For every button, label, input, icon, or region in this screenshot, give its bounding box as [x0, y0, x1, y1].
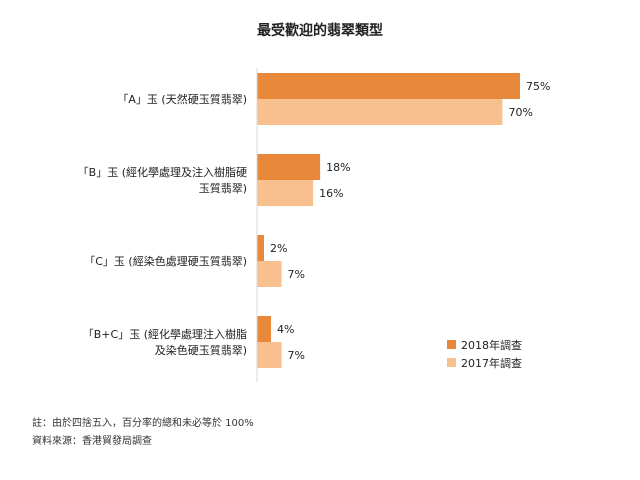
category-label: 「C」玉 (經染色處理硬玉質翡翠) — [84, 254, 247, 268]
data-label: 7% — [288, 268, 305, 281]
chart-title: 最受歡迎的翡翠類型 — [257, 23, 383, 39]
data-label: 70% — [508, 106, 532, 119]
source-note: 資料來源：香港貿發局調查 — [32, 436, 152, 447]
data-label: 4% — [277, 323, 294, 336]
category-label: 「A」玉 (天然硬玉質翡翠) — [117, 92, 247, 106]
bar — [257, 316, 272, 342]
data-label: 16% — [319, 187, 343, 200]
footnote: 註：由於四捨五入，百分率的總和未必等於 100% — [32, 418, 254, 429]
bar — [257, 154, 321, 180]
legend-label: 2017年調查 — [461, 356, 522, 370]
bar — [257, 180, 314, 206]
bar — [257, 99, 503, 125]
bar — [257, 261, 282, 287]
category-label: 玉質翡翠) — [199, 181, 247, 195]
data-label: 7% — [288, 349, 305, 362]
category-label: 「B+C」玉 (經化學處理注入樹脂 — [83, 327, 247, 341]
data-label: 2% — [270, 242, 287, 255]
bar — [257, 342, 282, 368]
legend-label: 2018年調查 — [461, 338, 522, 352]
category-label: 「B」玉 (經化學處理及注入樹脂硬 — [78, 165, 247, 179]
data-label: 18% — [326, 161, 350, 174]
bar — [257, 235, 265, 261]
legend-swatch — [447, 340, 456, 349]
data-label: 75% — [526, 80, 550, 93]
category-label: 及染色硬玉質翡翠) — [155, 343, 247, 357]
bar — [257, 73, 520, 99]
legend-swatch — [447, 358, 456, 367]
